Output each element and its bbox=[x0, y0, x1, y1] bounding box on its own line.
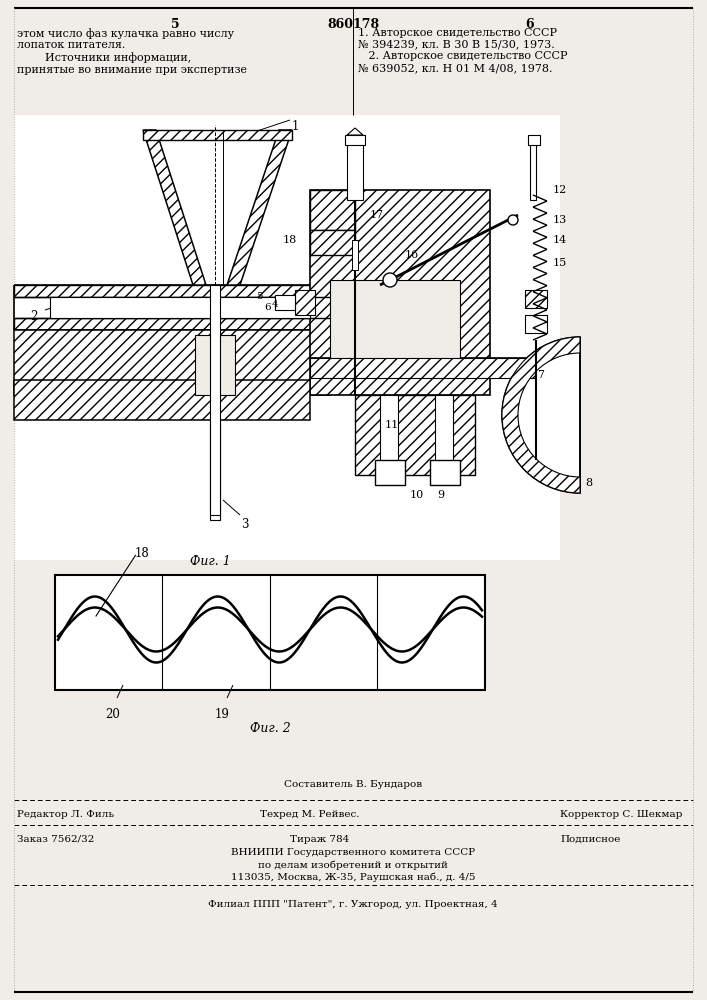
Text: 20: 20 bbox=[105, 708, 120, 721]
Text: Тираж 784: Тираж 784 bbox=[291, 835, 350, 844]
Text: по делам изобретений и открытий: по делам изобретений и открытий bbox=[258, 860, 448, 869]
Text: этом число фаз кулачка равно числу
лопаток питателя.
        Источники информаци: этом число фаз кулачка равно числу лопат… bbox=[17, 28, 247, 75]
Bar bbox=[50, 297, 310, 318]
Text: 6: 6 bbox=[526, 18, 534, 31]
Text: 18: 18 bbox=[283, 235, 297, 245]
Text: 4: 4 bbox=[272, 300, 279, 309]
Text: 19: 19 bbox=[215, 708, 230, 721]
Polygon shape bbox=[143, 130, 292, 140]
Text: Редактор Л. Филь: Редактор Л. Филь bbox=[17, 810, 114, 819]
Text: 6: 6 bbox=[264, 303, 271, 312]
Text: 8: 8 bbox=[585, 478, 592, 488]
Wedge shape bbox=[502, 337, 580, 493]
Bar bbox=[345, 135, 365, 145]
Text: 13: 13 bbox=[553, 215, 567, 225]
Bar bbox=[310, 358, 535, 378]
Bar bbox=[55, 575, 485, 690]
Bar bbox=[310, 190, 355, 230]
Bar bbox=[525, 290, 547, 308]
Text: 18: 18 bbox=[135, 547, 150, 560]
Text: Составитель В. Бундаров: Составитель В. Бундаров bbox=[284, 780, 422, 789]
Circle shape bbox=[383, 273, 397, 287]
Circle shape bbox=[508, 215, 518, 225]
Bar bbox=[275, 295, 295, 310]
Text: 15: 15 bbox=[553, 258, 567, 268]
Bar bbox=[525, 315, 547, 333]
Text: 3: 3 bbox=[241, 518, 248, 531]
Bar bbox=[310, 230, 355, 255]
Text: 1. Авторское свидетельство СССР
№ 394239, кл. В 30 В 15/30, 1973.
   2. Авторско: 1. Авторское свидетельство СССР № 394239… bbox=[358, 28, 568, 73]
Text: Корректор С. Шекмар: Корректор С. Шекмар bbox=[560, 810, 682, 819]
Polygon shape bbox=[14, 285, 330, 297]
Text: 2: 2 bbox=[30, 310, 37, 323]
Text: 860178: 860178 bbox=[327, 18, 379, 31]
Bar bbox=[330, 280, 460, 370]
Bar bbox=[295, 290, 315, 315]
Text: 5: 5 bbox=[256, 292, 262, 301]
Text: ВНИИПИ Государственного комитета СССР: ВНИИПИ Государственного комитета СССР bbox=[231, 848, 475, 857]
Bar bbox=[435, 395, 453, 475]
Bar bbox=[380, 395, 398, 475]
Text: Техред М. Рейвес.: Техред М. Рейвес. bbox=[260, 810, 360, 819]
Polygon shape bbox=[347, 128, 363, 135]
Text: 11: 11 bbox=[385, 420, 399, 430]
Text: 5: 5 bbox=[170, 18, 180, 31]
Polygon shape bbox=[143, 130, 206, 285]
Bar bbox=[195, 335, 235, 395]
Polygon shape bbox=[14, 330, 330, 395]
Bar bbox=[375, 460, 405, 485]
Text: 1: 1 bbox=[292, 120, 299, 133]
Bar bbox=[528, 135, 540, 145]
Text: 10: 10 bbox=[410, 490, 424, 500]
Text: 9: 9 bbox=[437, 490, 444, 500]
Bar bbox=[530, 140, 536, 200]
Text: 14: 14 bbox=[553, 235, 567, 245]
Bar bbox=[14, 115, 560, 560]
Text: 16: 16 bbox=[405, 250, 419, 260]
Text: 7: 7 bbox=[537, 370, 544, 380]
Bar bbox=[210, 420, 220, 520]
Bar bbox=[430, 460, 460, 485]
Text: 12: 12 bbox=[553, 185, 567, 195]
Text: 17: 17 bbox=[370, 210, 384, 220]
Bar bbox=[355, 395, 475, 475]
Polygon shape bbox=[14, 318, 330, 330]
Text: Фиг. 2: Фиг. 2 bbox=[250, 722, 291, 735]
Wedge shape bbox=[502, 337, 580, 493]
Bar bbox=[210, 285, 220, 515]
Text: 113035, Москва, Ж-35, Раушская наб., д. 4/5: 113035, Москва, Ж-35, Раушская наб., д. … bbox=[230, 872, 475, 882]
Text: Филиал ППП "Патент", г. Ужгород, ул. Проектная, 4: Филиал ППП "Патент", г. Ужгород, ул. Про… bbox=[208, 900, 498, 909]
Text: Фиг. 1: Фиг. 1 bbox=[189, 555, 230, 568]
Polygon shape bbox=[14, 380, 310, 420]
Text: Подписное: Подписное bbox=[560, 835, 620, 844]
Bar bbox=[347, 140, 363, 200]
Polygon shape bbox=[310, 190, 490, 395]
Polygon shape bbox=[227, 130, 292, 285]
Text: Заказ 7562/32: Заказ 7562/32 bbox=[17, 835, 94, 844]
Bar bbox=[352, 240, 358, 270]
